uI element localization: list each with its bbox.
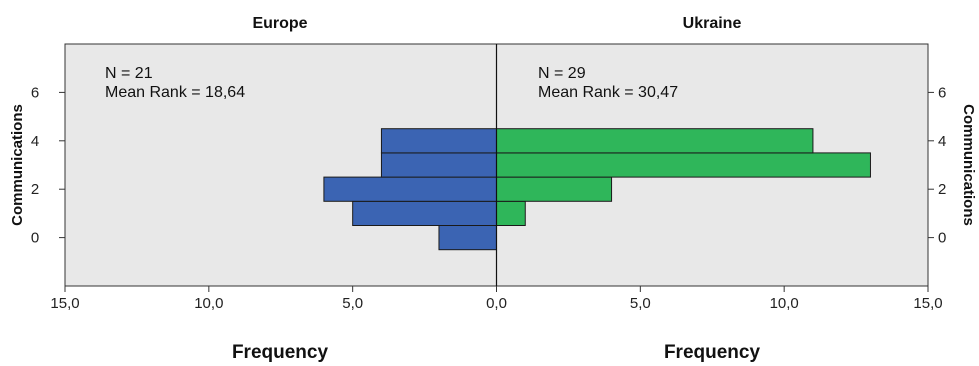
- bar-europe-0: [438, 225, 498, 251]
- y-tick-label-left: 4: [31, 133, 39, 150]
- x-tick-label: 5,0: [630, 295, 651, 312]
- labels-layer: 15,0 10,0 5,0 0,0 5,0 10,0 15,0 0 0 2 2 4 4 6 6 Europe N…: [9, 15, 977, 363]
- y-tick-label-left: 2: [31, 181, 39, 198]
- x-axis-title-right: Frequency: [664, 342, 761, 363]
- y-axis-title-left: Communications: [9, 104, 26, 226]
- bar-europe-1: [352, 200, 497, 227]
- panel-title-europe: Europe: [252, 15, 307, 32]
- stat-europe-1: Mean Rank = 18,64: [105, 84, 245, 101]
- x-axis-title-left: Frequency: [232, 342, 329, 363]
- bar-europe-2: [323, 176, 497, 202]
- ticks-layer: [59, 91, 934, 292]
- bars-layer: [323, 128, 871, 251]
- y-axis-title-right: Communications: [960, 104, 977, 226]
- x-tick-label: 5,0: [342, 295, 363, 312]
- panel-title-ukraine: Ukraine: [683, 15, 742, 32]
- bar-ukraine-3: [496, 152, 871, 178]
- x-tick-label: 15,0: [913, 295, 942, 312]
- x-tick-label: 0,0: [486, 295, 507, 312]
- y-tick-label-right: 2: [938, 181, 946, 198]
- y-tick-label-left: 6: [31, 84, 39, 101]
- bar-ukraine-1: [496, 200, 526, 227]
- bar-europe-4: [380, 128, 497, 154]
- y-tick-label-right: 4: [938, 133, 946, 150]
- bar-ukraine-2: [496, 176, 613, 202]
- y-tick-label-left: 0: [31, 230, 39, 247]
- bar-europe-3: [380, 152, 497, 178]
- y-tick-label-right: 6: [938, 84, 946, 101]
- y-tick-label-right: 0: [938, 230, 946, 247]
- bar-ukraine-4: [496, 128, 814, 154]
- x-tick-label: 10,0: [194, 295, 223, 312]
- stat-ukraine-0: N = 29: [538, 65, 586, 82]
- x-tick-label: 15,0: [50, 295, 79, 312]
- x-tick-label: 10,0: [770, 295, 799, 312]
- stat-europe-0: N = 21: [105, 65, 153, 82]
- stat-ukraine-1: Mean Rank = 30,47: [538, 84, 678, 101]
